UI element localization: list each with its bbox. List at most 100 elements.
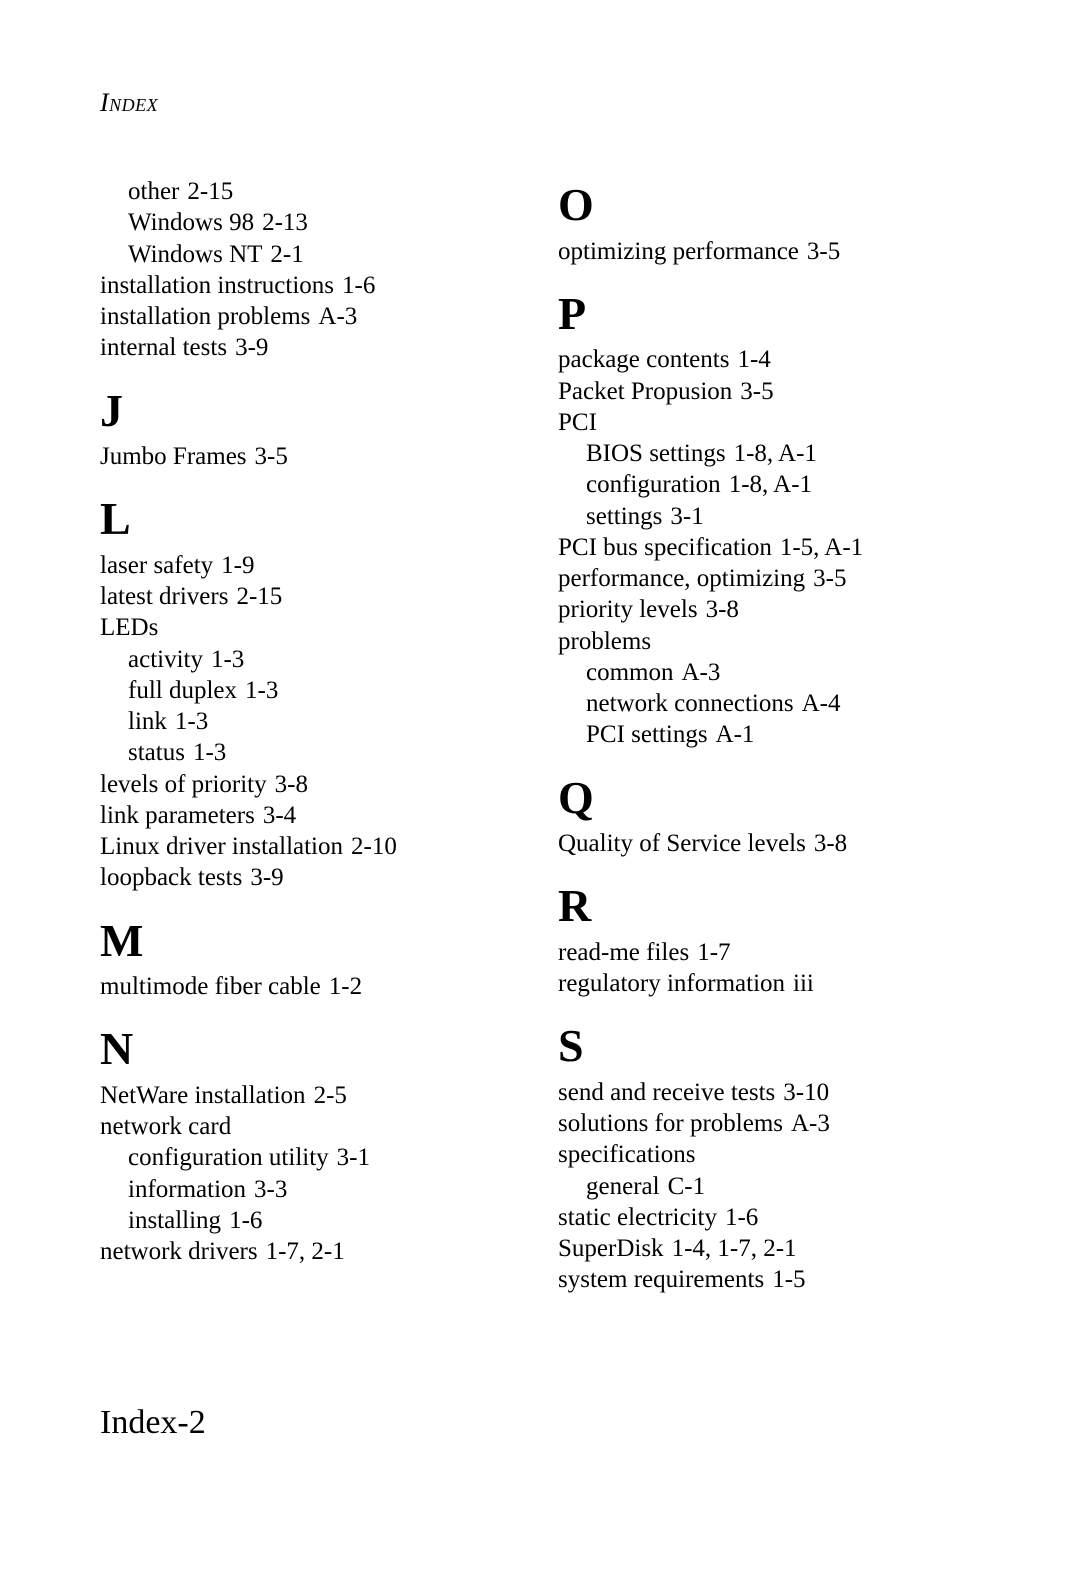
index-entry: settings3-1 <box>558 501 980 532</box>
entry-page: 3-8 <box>706 596 739 623</box>
index-entry: installation instructions1-6 <box>100 270 522 301</box>
index-entry: Packet Propusion3-5 <box>558 376 980 407</box>
index-entry: static electricity 1-6 <box>558 1202 980 1233</box>
entry-page: 1-6 <box>725 1204 758 1231</box>
index-entry: specifications <box>558 1139 980 1170</box>
entry-text: full duplex <box>128 677 237 704</box>
entry-page: 1-3 <box>211 646 244 673</box>
entry-text: status <box>128 739 185 766</box>
entry-text: information <box>128 1176 246 1203</box>
entry-text: system requirements <box>558 1266 764 1293</box>
index-entry: internal tests 3-9 <box>100 332 522 363</box>
index-entry: installing1-6 <box>100 1205 522 1236</box>
entry-page: iii <box>793 970 814 997</box>
index-page: Index other2-15 Windows 982-13 Windows N… <box>0 0 1080 1356</box>
entry-page: 1-4 <box>737 346 770 373</box>
entry-text: BIOS settings <box>586 440 726 467</box>
entry-text: optimizing performance <box>558 238 799 265</box>
entry-page: 3-1 <box>670 503 703 530</box>
entry-text: Quality of Service levels <box>558 830 806 857</box>
index-entry: Jumbo Frames 3-5 <box>100 441 522 472</box>
entry-page: 1-3 <box>175 708 208 735</box>
index-entry: general C-1 <box>558 1171 980 1202</box>
entry-page: 1-5, A-1 <box>780 534 863 561</box>
index-entry: other2-15 <box>100 176 522 207</box>
entry-page: 3-3 <box>254 1176 287 1203</box>
entry-text: laser safety <box>100 552 213 579</box>
entry-page: 2-1 <box>270 241 303 268</box>
index-entry: installation problemsA-3 <box>100 301 522 332</box>
entry-page: 1-8, A-1 <box>729 471 812 498</box>
entry-page: 1-3 <box>193 739 226 766</box>
index-entry: activity1-3 <box>100 644 522 675</box>
right-column: O optimizing performance3-5 P package co… <box>558 176 980 1296</box>
entry-text: static electricity <box>558 1204 717 1231</box>
index-entry: SuperDisk1-4, 1-7, 2-1 <box>558 1233 980 1264</box>
index-entry: system requirements 1-5 <box>558 1264 980 1295</box>
index-entry: optimizing performance3-5 <box>558 236 980 267</box>
index-entry: latest drivers2-15 <box>100 581 522 612</box>
entry-page: 3-5 <box>255 443 288 470</box>
entry-page: 1-8, A-1 <box>734 440 817 467</box>
entry-text: network drivers <box>100 1238 258 1265</box>
entry-page: 1-5 <box>772 1266 805 1293</box>
entry-text: link <box>128 708 167 735</box>
entry-text: installation instructions <box>100 272 334 299</box>
entry-text: internal tests <box>100 334 227 361</box>
entry-text: PCI <box>558 409 597 436</box>
index-entry: network card <box>100 1111 522 1142</box>
entry-page: 1-9 <box>221 552 254 579</box>
entry-page: A-3 <box>682 659 721 686</box>
index-entry: levels of priority3-8 <box>100 769 522 800</box>
entry-text: general <box>586 1173 660 1200</box>
entry-page: 3-8 <box>814 830 847 857</box>
index-entry: configuration1-8, A-1 <box>558 469 980 500</box>
index-entry: package contents 1-4 <box>558 344 980 375</box>
left-column: other2-15 Windows 982-13 Windows NT 2-1 i… <box>100 176 522 1296</box>
entry-text: Jumbo Frames <box>100 443 247 470</box>
entry-text: Windows NT <box>128 241 262 268</box>
section-letter-n: N <box>100 1020 522 1078</box>
index-entry: information 3-3 <box>100 1174 522 1205</box>
entry-text: LEDs <box>100 614 158 641</box>
index-entry: Windows 982-13 <box>100 207 522 238</box>
index-entry: configuration utility3-1 <box>100 1142 522 1173</box>
entry-text: performance, optimizing <box>558 565 805 592</box>
entry-text: specifications <box>558 1141 695 1168</box>
entry-text: priority levels <box>558 596 698 623</box>
entry-page: 3-9 <box>235 334 268 361</box>
entry-page: A-4 <box>802 690 841 717</box>
index-entry: Linux driver installation2-10 <box>100 831 522 862</box>
index-entry: priority levels 3-8 <box>558 594 980 625</box>
entry-text: send and receive tests <box>558 1079 775 1106</box>
section-letter-q: Q <box>558 769 980 827</box>
index-entry: link 1-3 <box>100 706 522 737</box>
index-entry: network drivers 1-7, 2-1 <box>100 1236 522 1267</box>
entry-text: Windows 98 <box>128 209 254 236</box>
index-entry: LEDs <box>100 612 522 643</box>
entry-page: 1-7, 2-1 <box>266 1238 345 1265</box>
section-letter-r: R <box>558 877 980 935</box>
entry-text: configuration utility <box>128 1144 329 1171</box>
entry-page: 1-7 <box>697 939 730 966</box>
entry-page: A-1 <box>716 721 755 748</box>
entry-text: multimode fiber cable <box>100 973 321 1000</box>
index-entry: PCI <box>558 407 980 438</box>
entry-text: levels of priority <box>100 771 267 798</box>
section-letter-p: P <box>558 285 980 343</box>
entry-text: solutions for problems <box>558 1110 783 1137</box>
entry-page: 2-15 <box>236 583 282 610</box>
entry-page: C-1 <box>668 1173 706 1200</box>
index-entry: status 1-3 <box>100 737 522 768</box>
section-letter-m: M <box>100 912 522 970</box>
entry-page: 3-4 <box>263 802 296 829</box>
section-letter-l: L <box>100 490 522 548</box>
entry-page: 3-5 <box>740 378 773 405</box>
entry-text: network connections <box>586 690 794 717</box>
page-header: Index <box>100 88 980 118</box>
entry-text: installation problems <box>100 303 310 330</box>
entry-page: 3-10 <box>783 1079 829 1106</box>
index-entry: problems <box>558 626 980 657</box>
index-entry: full duplex1-3 <box>100 675 522 706</box>
entry-text: package contents <box>558 346 729 373</box>
